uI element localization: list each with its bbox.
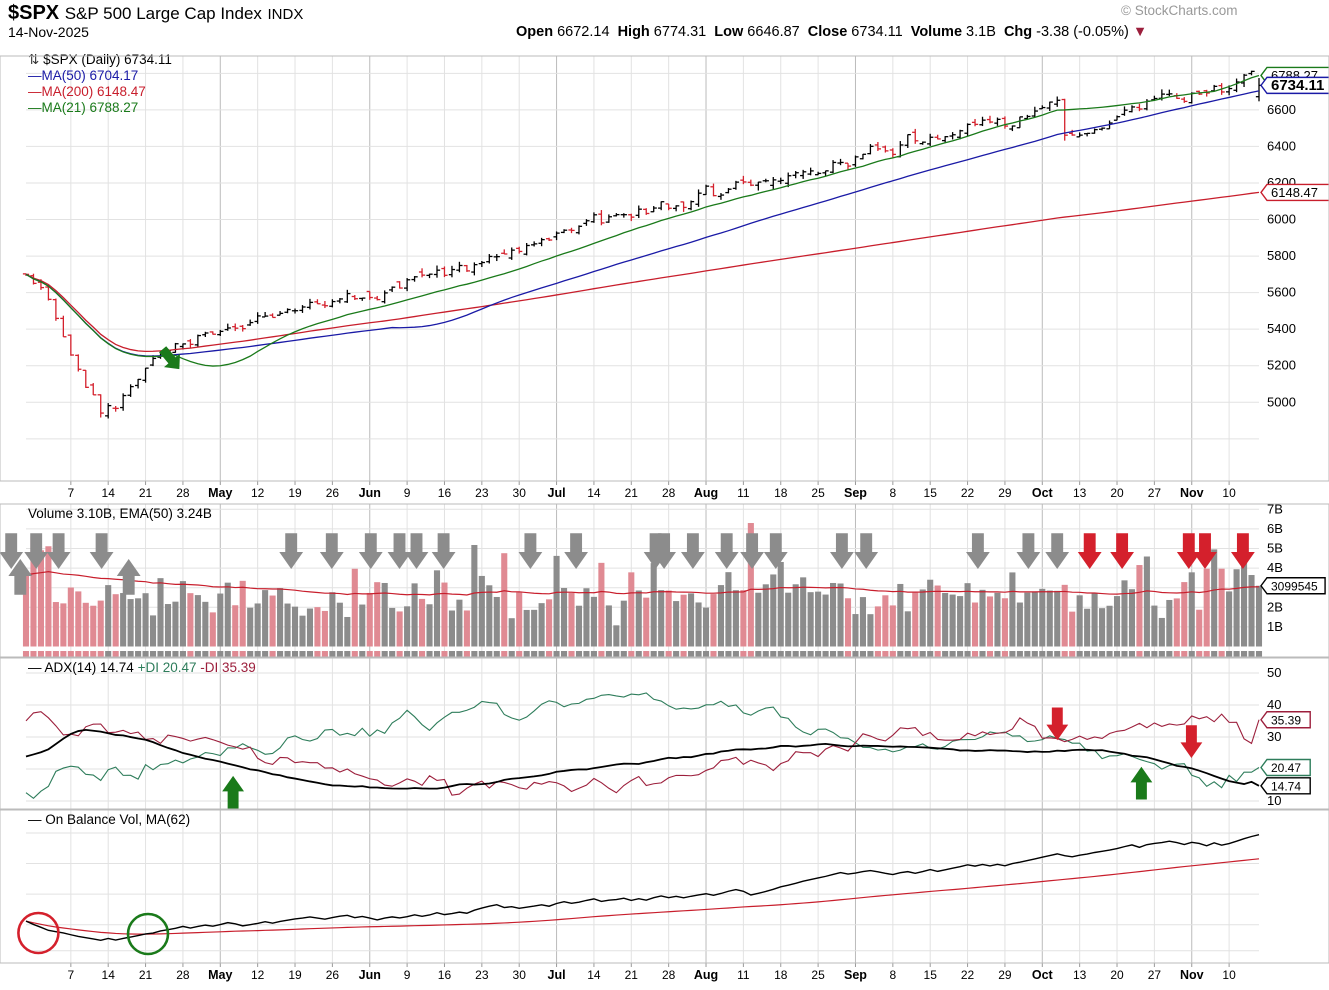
svg-text:15: 15 (924, 486, 938, 500)
svg-text:21: 21 (139, 486, 153, 500)
svg-text:6000: 6000 (1267, 212, 1296, 227)
svg-text:10: 10 (1222, 486, 1236, 500)
svg-text:28: 28 (176, 486, 190, 500)
svg-text:30: 30 (513, 486, 527, 500)
svg-text:5200: 5200 (1267, 358, 1296, 373)
svg-text:⇅ $SPX (Daily) 6734.11: ⇅ $SPX (Daily) 6734.11 (28, 52, 172, 67)
svg-text:May: May (208, 968, 232, 982)
svg-text:28: 28 (662, 968, 676, 982)
svg-text:15: 15 (924, 968, 938, 982)
svg-text:25: 25 (811, 486, 825, 500)
svg-text:13: 13 (1073, 486, 1087, 500)
svg-text:22: 22 (961, 486, 975, 500)
svg-text:14: 14 (587, 486, 601, 500)
svg-text:Oct: Oct (1032, 968, 1054, 982)
svg-text:Oct: Oct (1032, 486, 1054, 500)
svg-text:13: 13 (1073, 968, 1087, 982)
svg-text:30: 30 (513, 968, 527, 982)
svg-text:3099545: 3099545 (1271, 579, 1318, 593)
svg-text:30: 30 (1267, 729, 1281, 744)
svg-text:20: 20 (1110, 486, 1124, 500)
svg-text:Nov: Nov (1180, 486, 1204, 500)
svg-text:—MA(200) 6148.47: —MA(200) 6148.47 (28, 84, 146, 99)
svg-text:8: 8 (889, 486, 896, 500)
svg-text:21: 21 (139, 968, 153, 982)
svg-text:27: 27 (1148, 968, 1162, 982)
svg-text:9: 9 (404, 968, 411, 982)
svg-text:Jun: Jun (359, 486, 381, 500)
svg-text:Sep: Sep (844, 486, 867, 500)
svg-text:26: 26 (326, 968, 340, 982)
svg-text:1B: 1B (1267, 619, 1283, 634)
svg-text:20.47: 20.47 (1271, 761, 1301, 775)
svg-text:May: May (208, 486, 232, 500)
svg-text:Aug: Aug (694, 968, 718, 982)
svg-text:23: 23 (475, 968, 489, 982)
svg-text:7: 7 (67, 486, 74, 500)
svg-text:20: 20 (1110, 968, 1124, 982)
svg-text:8: 8 (889, 968, 896, 982)
svg-text:— ADX(14) 14.74 +DI 20.47 -DI: — ADX(14) 14.74 +DI 20.47 -DI 35.39 (28, 660, 256, 675)
svg-text:6600: 6600 (1267, 102, 1296, 117)
svg-text:6400: 6400 (1267, 138, 1296, 153)
svg-text:19: 19 (288, 968, 302, 982)
svg-text:23: 23 (475, 486, 489, 500)
svg-text:5000: 5000 (1267, 394, 1296, 409)
svg-text:27: 27 (1148, 486, 1162, 500)
svg-text:Jul: Jul (548, 968, 566, 982)
svg-text:25: 25 (811, 968, 825, 982)
svg-text:14: 14 (102, 968, 116, 982)
svg-text:16: 16 (438, 486, 452, 500)
svg-text:26: 26 (326, 486, 340, 500)
svg-text:28: 28 (176, 968, 190, 982)
svg-text:29: 29 (998, 486, 1012, 500)
svg-text:14.74: 14.74 (1271, 779, 1301, 793)
svg-text:16: 16 (438, 968, 452, 982)
svg-text:9: 9 (404, 486, 411, 500)
svg-text:29: 29 (998, 968, 1012, 982)
svg-text:7: 7 (67, 968, 74, 982)
svg-text:12: 12 (251, 486, 265, 500)
svg-text:— On Balance Vol, MA(62): — On Balance Vol, MA(62) (28, 812, 190, 827)
svg-text:—MA(21) 6788.27: —MA(21) 6788.27 (28, 100, 138, 115)
svg-text:Sep: Sep (844, 968, 867, 982)
svg-text:Jul: Jul (548, 486, 566, 500)
svg-text:18: 18 (774, 968, 788, 982)
svg-text:18: 18 (774, 486, 788, 500)
svg-text:11: 11 (737, 486, 750, 500)
svg-text:22: 22 (961, 968, 975, 982)
svg-text:6B: 6B (1267, 521, 1283, 536)
svg-text:5800: 5800 (1267, 248, 1296, 263)
svg-text:10: 10 (1222, 968, 1236, 982)
svg-text:40: 40 (1267, 697, 1281, 712)
svg-text:28: 28 (662, 486, 676, 500)
svg-text:6734.11: 6734.11 (1271, 77, 1324, 94)
svg-text:5600: 5600 (1267, 285, 1296, 300)
svg-text:35.39: 35.39 (1271, 713, 1301, 727)
svg-text:2B: 2B (1267, 599, 1283, 614)
svg-text:Volume 3.10B, EMA(50) 3.24B: Volume 3.10B, EMA(50) 3.24B (28, 506, 212, 521)
svg-text:6148.47: 6148.47 (1271, 185, 1318, 200)
svg-text:10: 10 (1267, 793, 1281, 808)
svg-text:19: 19 (288, 486, 302, 500)
svg-text:14: 14 (587, 968, 601, 982)
svg-text:14: 14 (102, 486, 116, 500)
svg-text:—MA(50) 6704.17: —MA(50) 6704.17 (28, 68, 138, 83)
svg-text:12: 12 (251, 968, 265, 982)
svg-text:11: 11 (737, 968, 750, 982)
svg-text:21: 21 (625, 486, 639, 500)
svg-text:Nov: Nov (1180, 968, 1204, 982)
svg-text:Aug: Aug (694, 486, 718, 500)
svg-text:21: 21 (625, 968, 639, 982)
svg-text:4B: 4B (1267, 560, 1283, 575)
svg-text:50: 50 (1267, 665, 1281, 680)
svg-text:Jun: Jun (359, 968, 381, 982)
svg-text:5B: 5B (1267, 541, 1283, 556)
svg-text:5400: 5400 (1267, 321, 1296, 336)
